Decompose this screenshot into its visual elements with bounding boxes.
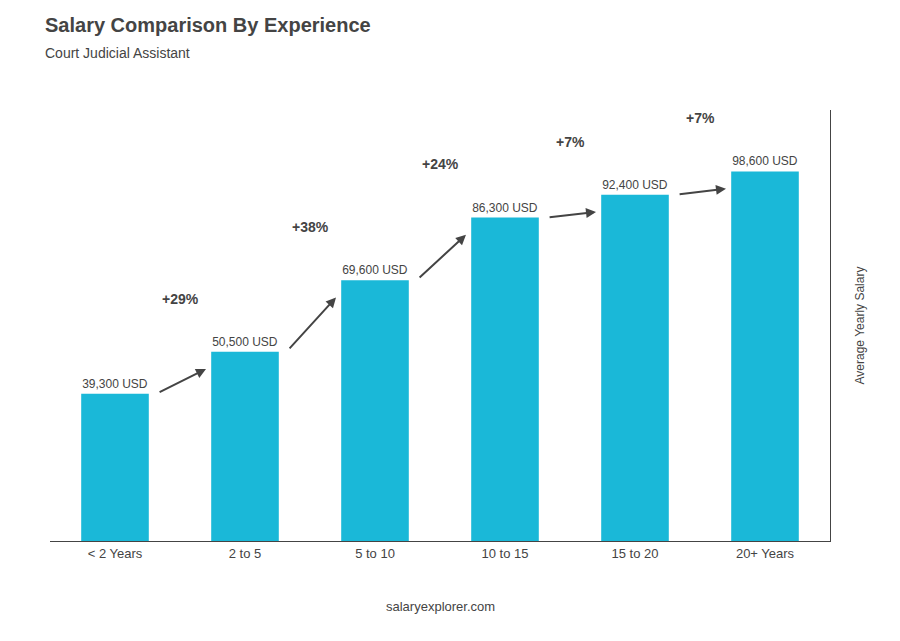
svg-text:50,500 USD: 50,500 USD: [212, 335, 278, 349]
svg-text:+24%: +24%: [422, 156, 459, 172]
svg-text:98,600 USD: 98,600 USD: [732, 154, 798, 168]
svg-text:86,300 USD: 86,300 USD: [472, 201, 538, 215]
svg-text:+29%: +29%: [162, 291, 199, 307]
svg-text:69,600 USD: 69,600 USD: [342, 263, 408, 277]
svg-text:+38%: +38%: [292, 219, 329, 235]
svg-text:15 to 20: 15 to 20: [612, 546, 659, 561]
svg-text:Salary Comparison By Experienc: Salary Comparison By ExperienceCourt Jud…: [45, 14, 371, 61]
svg-text:92,400 USD: 92,400 USD: [602, 178, 668, 192]
svg-text:10 to 15: 10 to 15: [482, 546, 529, 561]
svg-text:2 to 5: 2 to 5: [229, 546, 262, 561]
svg-text:39,300 USD: 39,300 USD: [82, 377, 148, 391]
svg-text:5 to 10: 5 to 10: [355, 546, 395, 561]
svg-text:+7%: +7%: [686, 110, 715, 126]
svg-text:< 2 Years: < 2 Years: [88, 546, 143, 561]
svg-text:+7%: +7%: [556, 134, 585, 150]
svg-text:20+ Years: 20+ Years: [736, 546, 795, 561]
svg-text:salaryexplorer.com: salaryexplorer.com: [386, 599, 495, 614]
svg-text:Average Yearly Salary: Average Yearly Salary: [853, 267, 867, 385]
